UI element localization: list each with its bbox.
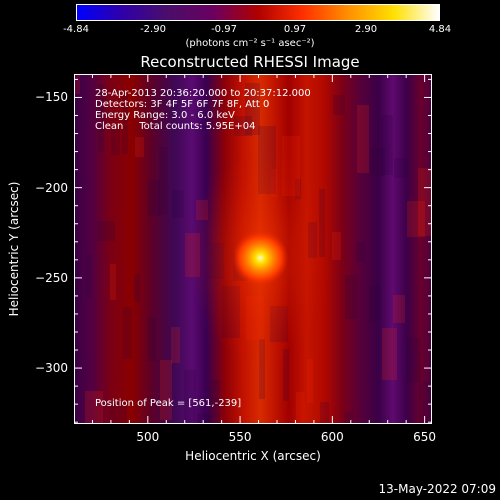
heatmap-texture-cell <box>234 116 252 136</box>
heatmap-texture-cell <box>283 349 289 401</box>
y-tick-label: −300 <box>35 361 68 376</box>
y-axis-label: Heliocentric Y (arcsec) <box>7 181 21 317</box>
observation-info: 28-Apr-2013 20:36:20.000 to 20:37:12.000… <box>95 88 311 132</box>
heatmap-texture-cell <box>345 275 357 319</box>
heatmap-texture-cell <box>148 180 160 216</box>
y-tick-label: −250 <box>35 270 68 285</box>
colorbar-tick: 0.97 <box>283 24 307 35</box>
heatmap-texture-cell <box>110 264 116 300</box>
x-tick-label: 650 <box>413 430 437 444</box>
heatmap-texture-cell <box>135 137 144 157</box>
plot-title: Reconstructed RHESSI Image <box>140 53 360 71</box>
heatmap-texture-cell <box>332 232 341 260</box>
heatmap-texture-cell <box>134 274 140 302</box>
peak-position-label: Position of Peak = [561,-239] <box>95 398 242 409</box>
y-tick-label: −150 <box>35 90 68 105</box>
colorbar-unit-label: (photons cm⁻² s⁻¹ asec⁻²) <box>185 38 315 49</box>
heatmap-texture-cell <box>197 413 212 424</box>
colorbar-tick: -2.90 <box>140 24 166 35</box>
heatmap-texture-cell <box>381 115 393 175</box>
info-time-range: 28-Apr-2013 20:36:20.000 to 20:37:12.000 <box>95 88 311 99</box>
heatmap-texture-cell <box>86 254 92 298</box>
heatmap-texture-cell <box>394 158 409 178</box>
heatmap-texture-cell <box>418 168 432 236</box>
info-energy-range: Energy Range: 3.0 - 6.0 keV <box>95 110 235 121</box>
info-clean-counts: Clean Total counts: 5.95E+04 <box>95 121 256 132</box>
colorbar-tick: -0.97 <box>211 24 237 35</box>
x-axis-label: Heliocentric X (arcsec) <box>185 449 321 463</box>
heatmap-texture-cell <box>369 285 381 321</box>
heatmap-texture-cell <box>320 402 329 424</box>
heatmap-texture-cell <box>85 391 103 424</box>
plot-area <box>74 74 432 424</box>
y-tick-label: −200 <box>35 180 68 195</box>
heatmap-texture-cell <box>356 242 365 262</box>
heatmap-texture-cell <box>208 380 220 424</box>
colorbar-tick: 4.84 <box>428 24 452 35</box>
heatmap-texture-cell <box>111 127 120 155</box>
heatmap-image <box>74 74 432 424</box>
timestamp: 13-May-2022 07:09 <box>378 482 496 496</box>
emission-peak <box>232 230 289 287</box>
heatmap-texture-cell <box>419 381 432 424</box>
heatmap-texture-cell <box>159 147 168 215</box>
heatmap-texture-cell <box>109 401 127 424</box>
x-tick-label: 500 <box>136 430 160 444</box>
plot-frame <box>74 74 432 424</box>
heatmap-texture-cell <box>98 84 104 152</box>
heatmap-texture-cell <box>74 74 80 94</box>
heatmap-texture-cell <box>333 95 345 115</box>
heatmap-texture-cell <box>296 392 305 424</box>
heatmap-texture-cell <box>393 295 405 323</box>
info-detectors: Detectors: 3F 4F 5F 6F 7F 8F, Att 0 <box>95 99 270 110</box>
heatmap-texture-cell <box>407 201 425 237</box>
colorbar <box>76 4 440 21</box>
heatmap-texture-cell <box>171 327 180 363</box>
heatmap-texture-cell <box>184 370 196 422</box>
heatmap-texture-cell <box>123 307 132 359</box>
heatmap-texture-cell <box>406 338 421 382</box>
heatmap-texture-cell <box>357 105 369 173</box>
heatmap-texture-cell <box>147 317 156 361</box>
heatmap-texture-cell <box>160 360 172 420</box>
x-tick-label: 550 <box>228 430 252 444</box>
colorbar-tick-labels: -4.84 -2.90 -0.97 0.97 2.90 4.84 <box>0 24 500 38</box>
heatmap-texture-cell <box>370 148 385 176</box>
heatmap-texture-cell <box>307 359 313 403</box>
heatmap-texture-cell <box>172 190 184 218</box>
heatmap-texture-cell <box>97 221 115 241</box>
heatmap-texture-cell <box>382 328 397 380</box>
x-tick-label: 600 <box>320 430 344 444</box>
colorbar-tick: 2.90 <box>354 24 378 35</box>
heatmap-texture-cell <box>122 94 128 154</box>
heatmap-texture-cell <box>245 83 260 135</box>
heatmap-texture-cell <box>344 412 353 424</box>
heatmap-texture-cell <box>259 339 265 399</box>
colorbar-tick: -4.84 <box>63 24 89 35</box>
